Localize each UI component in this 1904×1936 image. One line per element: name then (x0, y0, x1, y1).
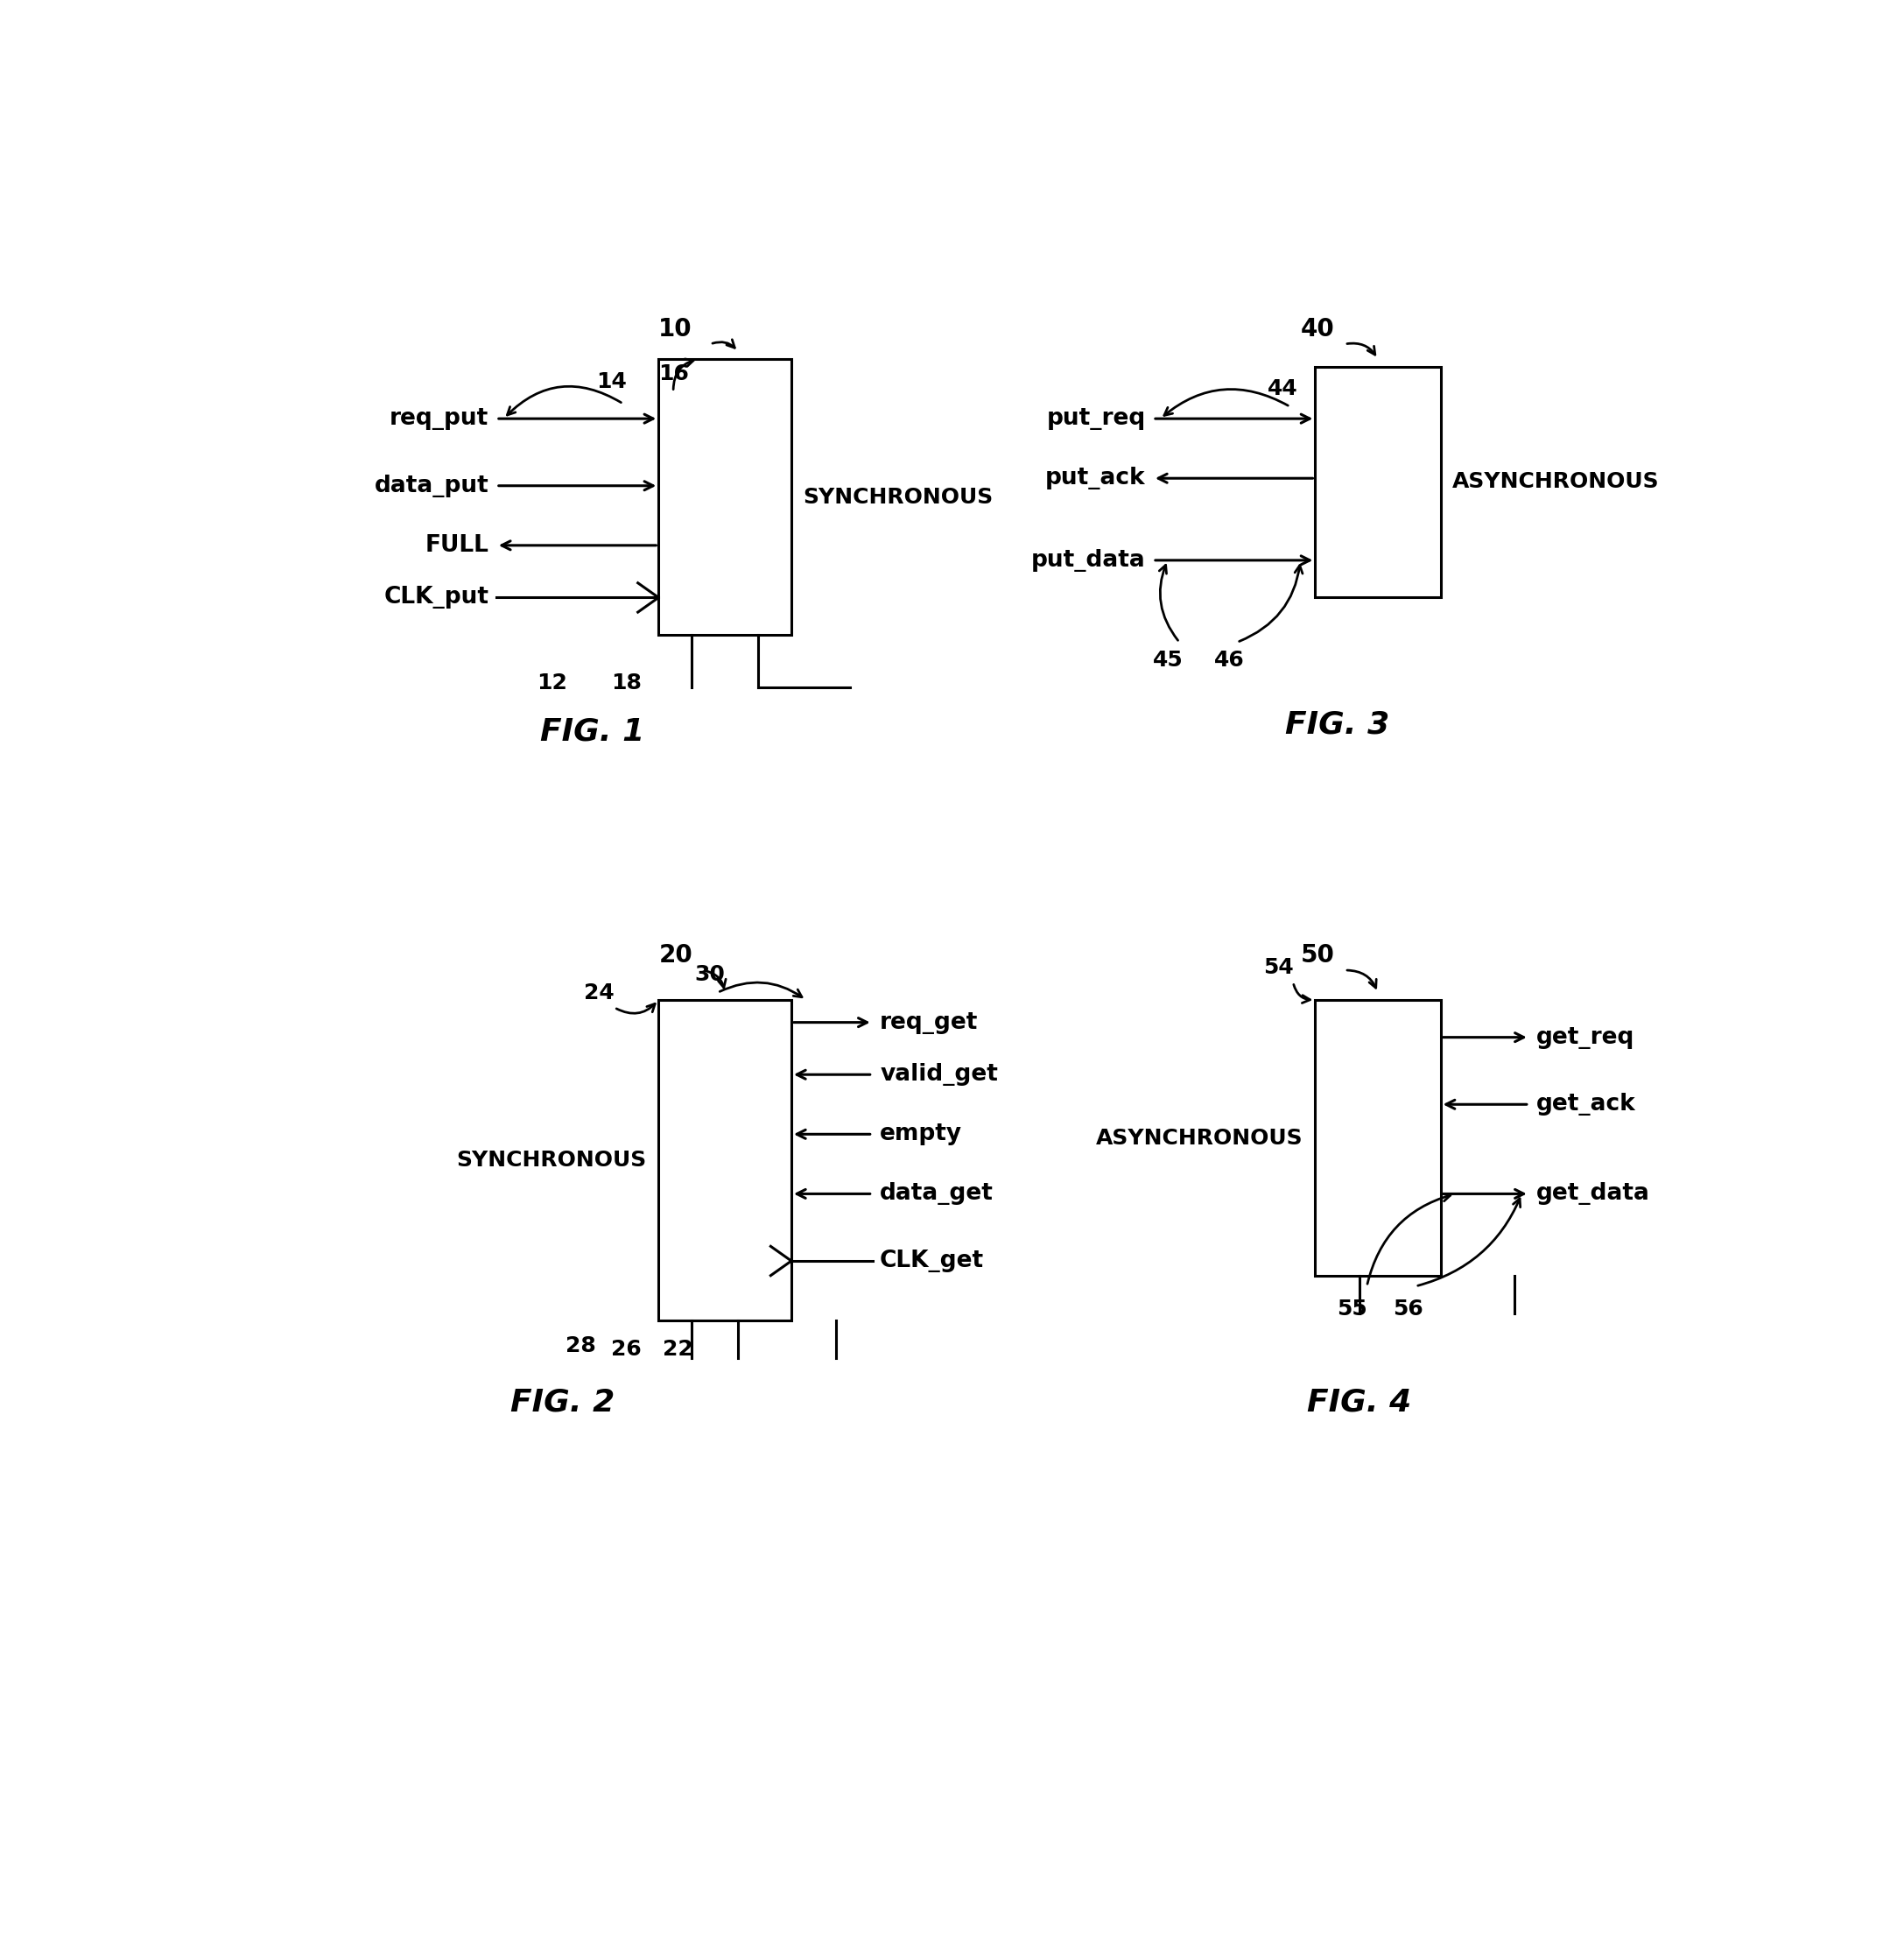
Text: ASYNCHRONOUS: ASYNCHRONOUS (1097, 1127, 1304, 1148)
Text: ASYNCHRONOUS: ASYNCHRONOUS (1453, 472, 1660, 492)
Text: get_data: get_data (1537, 1183, 1651, 1206)
Text: data_put: data_put (375, 474, 489, 498)
Text: FULL: FULL (425, 534, 489, 558)
Text: 50: 50 (1300, 943, 1335, 968)
Text: put_req: put_req (1047, 407, 1146, 430)
Text: FIG. 3: FIG. 3 (1285, 709, 1390, 740)
Text: SYNCHRONOUS: SYNCHRONOUS (803, 486, 994, 507)
Text: 18: 18 (611, 672, 642, 693)
Text: 28: 28 (565, 1336, 596, 1357)
Text: 14: 14 (596, 372, 626, 391)
Text: FIG. 2: FIG. 2 (510, 1388, 615, 1417)
Text: 46: 46 (1215, 650, 1245, 670)
Text: valid_get: valid_get (880, 1063, 998, 1086)
Text: 16: 16 (659, 364, 689, 385)
Text: 44: 44 (1268, 378, 1299, 399)
Bar (1316, 1001, 1441, 1276)
Text: empty: empty (880, 1123, 962, 1146)
Text: get_req: get_req (1537, 1026, 1636, 1049)
Text: 26: 26 (611, 1338, 642, 1359)
Text: 56: 56 (1394, 1299, 1424, 1318)
Text: 30: 30 (695, 964, 725, 985)
Text: get_ack: get_ack (1537, 1094, 1636, 1115)
Text: put_ack: put_ack (1045, 467, 1146, 490)
Text: 45: 45 (1152, 650, 1182, 670)
Text: data_get: data_get (880, 1183, 994, 1206)
Text: FIG. 4: FIG. 4 (1308, 1388, 1411, 1417)
Text: 12: 12 (537, 672, 567, 693)
Text: 24: 24 (585, 982, 615, 1003)
Text: req_get: req_get (880, 1011, 979, 1034)
Text: req_put: req_put (390, 407, 489, 430)
Text: put_data: put_data (1032, 550, 1146, 571)
Text: 22: 22 (663, 1338, 693, 1359)
Text: SYNCHRONOUS: SYNCHRONOUS (457, 1150, 647, 1171)
Bar (659, 358, 792, 635)
Text: 54: 54 (1262, 956, 1293, 978)
Text: CLK_put: CLK_put (385, 587, 489, 610)
Text: 55: 55 (1337, 1299, 1367, 1318)
Bar (1316, 366, 1441, 598)
Text: FIG. 1: FIG. 1 (541, 716, 644, 747)
Text: CLK_get: CLK_get (880, 1249, 984, 1272)
Bar (659, 1001, 792, 1320)
Text: 10: 10 (659, 318, 693, 341)
Text: 40: 40 (1300, 318, 1335, 341)
Text: 20: 20 (659, 943, 693, 968)
